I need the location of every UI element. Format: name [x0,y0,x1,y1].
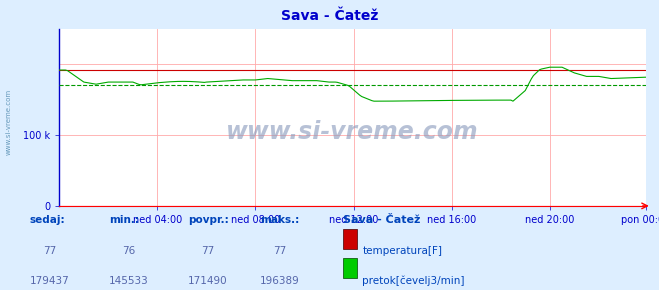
Text: 196389: 196389 [260,276,300,285]
Text: Sava - Čatež: Sava - Čatež [343,215,420,224]
Text: www.si-vreme.com: www.si-vreme.com [5,89,12,155]
Text: www.si-vreme.com: www.si-vreme.com [226,119,479,144]
Text: temperatura[F]: temperatura[F] [362,246,442,256]
Text: 145533: 145533 [109,276,148,285]
Text: sedaj:: sedaj: [30,215,65,224]
Text: pretok[čevelj3/min]: pretok[čevelj3/min] [362,276,465,286]
Text: 76: 76 [122,246,135,256]
Text: 77: 77 [43,246,56,256]
Text: Sava - Čatež: Sava - Čatež [281,9,378,23]
Text: min.:: min.: [109,215,139,224]
Text: 77: 77 [201,246,214,256]
Text: povpr.:: povpr.: [188,215,229,224]
Text: maks.:: maks.: [260,215,300,224]
Text: 171490: 171490 [188,276,227,285]
Text: 77: 77 [273,246,287,256]
Text: 179437: 179437 [30,276,69,285]
